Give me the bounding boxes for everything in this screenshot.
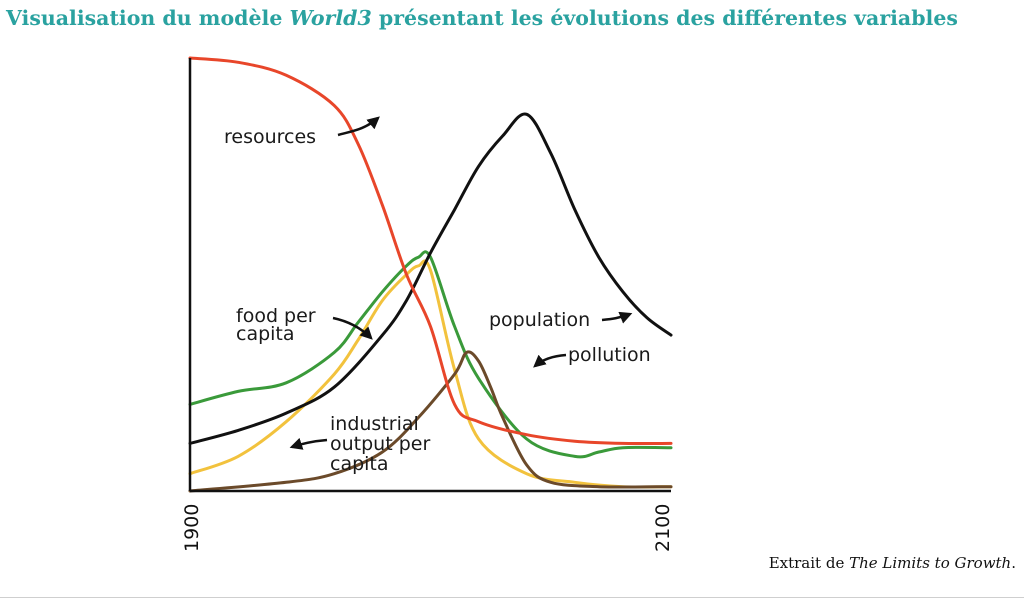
labels-layer: resources population food per capita industr… bbox=[181, 116, 674, 552]
pointer-arrow-food-per-capita bbox=[332, 316, 373, 340]
series-layer bbox=[188, 56, 673, 493]
title-model: World3 bbox=[289, 6, 372, 30]
series-label-resources: resources bbox=[224, 126, 316, 148]
series-line-population bbox=[188, 112, 673, 445]
pointer-arrow-population bbox=[601, 311, 633, 324]
series-line-pollution bbox=[188, 350, 673, 493]
x-tick-label-2100: 2100 bbox=[652, 504, 674, 552]
bottom-divider bbox=[0, 597, 1024, 598]
source-caption: Extrait de The Limits to Growth. bbox=[769, 554, 1016, 572]
series-label-population: population bbox=[489, 309, 590, 331]
title-prefix: Visualisation du modèle bbox=[6, 6, 290, 30]
caption-book: The Limits to Growth bbox=[849, 554, 1012, 572]
pointer-arrow-industrial-output-per-capita bbox=[289, 437, 328, 450]
title-suffix: présentant les évolutions des différente… bbox=[371, 6, 958, 30]
x-tick-label-1900: 1900 bbox=[181, 504, 203, 552]
series-line-food-per-capita bbox=[188, 250, 673, 459]
pointer-arrow-pollution bbox=[533, 353, 567, 368]
series-label-food-per-capita: food per capita bbox=[236, 305, 316, 345]
series-label-pollution: pollution bbox=[568, 344, 651, 366]
series-line-resources bbox=[188, 56, 673, 446]
caption-prefix: Extrait de bbox=[768, 554, 850, 572]
caption-suffix: . bbox=[1011, 554, 1016, 572]
page-title: Visualisation du modèle World3 présentan… bbox=[6, 6, 958, 30]
series-label-industrial-output-per-capita: industrial output per capita bbox=[330, 413, 430, 475]
pointer-arrow-resources bbox=[337, 116, 380, 137]
